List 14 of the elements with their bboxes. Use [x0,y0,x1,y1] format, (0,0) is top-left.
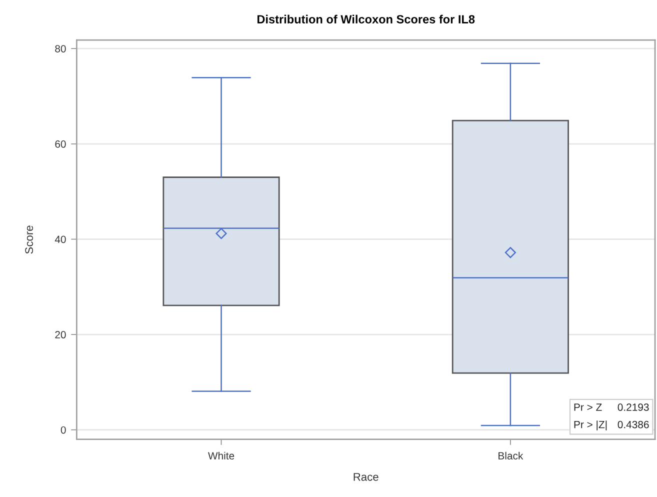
annotation: 0.2193 [618,404,649,411]
y-axis-title: Score [25,226,34,254]
chart-title: Distribution of Wilcoxon Scores for IL8 [257,14,475,24]
x-tick-label: Black [498,452,524,460]
x-axis-title: Race [354,473,378,481]
x-tick-label: White [208,452,234,460]
y-tick-label: 80 [55,45,66,52]
annotation: 0.4386 [618,420,649,428]
y-tick-label: 40 [54,236,66,244]
annotation: Pr > Z [574,404,602,411]
annotation: Pr > |Z| [574,420,607,430]
y-tick-label: 60 [55,140,66,148]
y-tick-label: 0 [60,426,66,434]
y-tick-label: 20 [55,331,66,338]
